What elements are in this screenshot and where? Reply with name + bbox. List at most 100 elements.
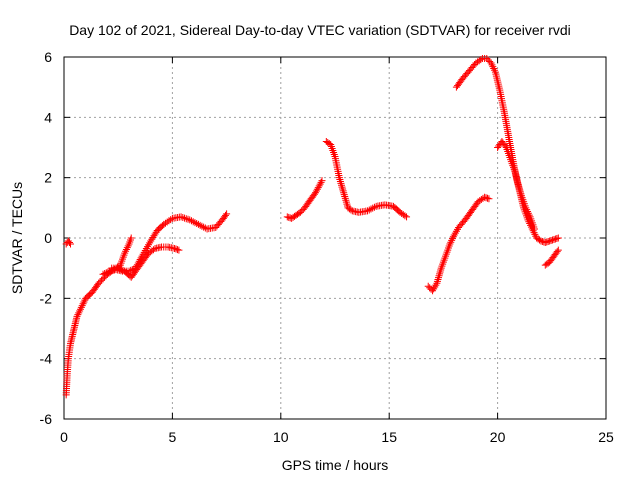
y-tick-label: -4 bbox=[40, 351, 53, 367]
data-point-8 bbox=[550, 236, 558, 244]
data-point-1 bbox=[95, 279, 103, 287]
y-tick-label: 0 bbox=[44, 230, 52, 246]
y-tick-label: -6 bbox=[40, 411, 53, 427]
data-point-5 bbox=[367, 205, 375, 213]
data-point-2 bbox=[177, 213, 185, 221]
x-tick-label: 5 bbox=[169, 429, 177, 445]
data-point-5 bbox=[369, 204, 377, 212]
data-point-6 bbox=[426, 284, 434, 292]
data-point-8 bbox=[549, 236, 557, 244]
data-point-5 bbox=[364, 207, 372, 215]
data-point-5 bbox=[339, 185, 347, 193]
data-point-2 bbox=[179, 213, 187, 221]
data-point-8 bbox=[541, 239, 549, 247]
data-point-6 bbox=[485, 195, 493, 203]
tick-labels: 0 5 10 15 20 25 -6 -4 -2 0 2 4 6 bbox=[40, 49, 614, 445]
data-point-8 bbox=[528, 225, 536, 233]
x-tick-label: 25 bbox=[598, 429, 614, 445]
data-point-8 bbox=[544, 238, 552, 246]
data-point-6 bbox=[446, 240, 454, 248]
data-point-8 bbox=[537, 237, 545, 245]
data-point-1 bbox=[77, 303, 85, 311]
data-point-8 bbox=[553, 235, 561, 243]
data-point-8 bbox=[547, 237, 555, 245]
data-point-2 bbox=[191, 219, 199, 227]
y-tick-label: 2 bbox=[44, 170, 52, 186]
data-point-5 bbox=[342, 196, 350, 204]
data-point-2 bbox=[194, 220, 202, 228]
data-point-2 bbox=[182, 215, 190, 223]
y-tick-label: -2 bbox=[40, 290, 53, 306]
x-axis-label: GPS time / hours bbox=[281, 457, 389, 473]
data-point-5 bbox=[338, 181, 346, 189]
data-point-3 bbox=[172, 245, 180, 253]
data-point-6 bbox=[449, 233, 457, 241]
data-point-8 bbox=[524, 216, 532, 224]
data-point-8 bbox=[527, 221, 535, 229]
data-point-7 bbox=[487, 59, 495, 67]
data-point-4 bbox=[318, 177, 326, 185]
data-point-5 bbox=[338, 183, 346, 191]
data-point-6 bbox=[436, 268, 444, 276]
data-point-3 bbox=[149, 246, 157, 254]
data-point-1 bbox=[124, 242, 132, 250]
data-point-5 bbox=[340, 189, 348, 197]
data-point-6 bbox=[436, 270, 444, 278]
data-point-3 bbox=[116, 265, 124, 273]
data-point-5 bbox=[342, 198, 350, 206]
chart-title: Day 102 of 2021, Sidereal Day-to-day VTE… bbox=[69, 22, 571, 38]
data-point-5 bbox=[370, 203, 378, 211]
data-point-1 bbox=[80, 298, 88, 306]
data-point-8 bbox=[530, 229, 538, 237]
y-tick-label: 6 bbox=[44, 49, 52, 65]
data-point-1 bbox=[123, 244, 131, 252]
data-point-7 bbox=[483, 55, 491, 63]
data-point-1 bbox=[76, 305, 84, 313]
data-point-2 bbox=[187, 217, 195, 225]
data-point-5 bbox=[341, 193, 349, 201]
data-point-1 bbox=[122, 247, 130, 255]
data-point-5 bbox=[336, 176, 344, 184]
data-point-2 bbox=[200, 223, 208, 231]
data-point-8 bbox=[525, 218, 533, 226]
data-point-1 bbox=[76, 307, 84, 315]
data-point-8 bbox=[551, 235, 559, 243]
data-point-7 bbox=[489, 63, 497, 71]
data-point-8 bbox=[529, 227, 537, 235]
grid bbox=[64, 57, 606, 419]
data-point-2 bbox=[186, 216, 194, 224]
y-tick-label: 4 bbox=[44, 109, 52, 125]
data-point-2 bbox=[198, 222, 206, 230]
data-point-1 bbox=[79, 300, 87, 308]
data-point-4 bbox=[283, 213, 291, 221]
data-point-2 bbox=[151, 230, 159, 238]
data-point-1 bbox=[122, 245, 130, 253]
data-point-1 bbox=[121, 249, 129, 257]
data-point-8 bbox=[526, 220, 534, 228]
data-point-9 bbox=[553, 248, 561, 256]
data-point-0 bbox=[67, 240, 75, 248]
data-point-5 bbox=[401, 212, 409, 220]
data-point-8 bbox=[543, 238, 551, 246]
data-point-6 bbox=[435, 272, 443, 280]
data-point-6 bbox=[435, 274, 443, 282]
data-point-7 bbox=[491, 66, 499, 74]
data-points bbox=[62, 55, 562, 399]
data-point-2 bbox=[184, 215, 192, 223]
data-point-6 bbox=[424, 282, 432, 290]
data-point-3 bbox=[173, 246, 181, 254]
data-point-8 bbox=[546, 237, 554, 245]
data-point-2 bbox=[147, 237, 155, 245]
data-point-3 bbox=[114, 264, 122, 272]
data-point-6 bbox=[448, 236, 456, 244]
data-point-2 bbox=[167, 216, 175, 224]
data-point-4 bbox=[296, 208, 304, 216]
data-point-5 bbox=[339, 187, 347, 195]
data-point-2 bbox=[101, 269, 109, 277]
data-point-2 bbox=[150, 232, 158, 240]
data-point-6 bbox=[483, 194, 491, 202]
data-point-2 bbox=[149, 233, 157, 241]
data-point-2 bbox=[127, 266, 135, 274]
data-point-4 bbox=[286, 214, 294, 222]
